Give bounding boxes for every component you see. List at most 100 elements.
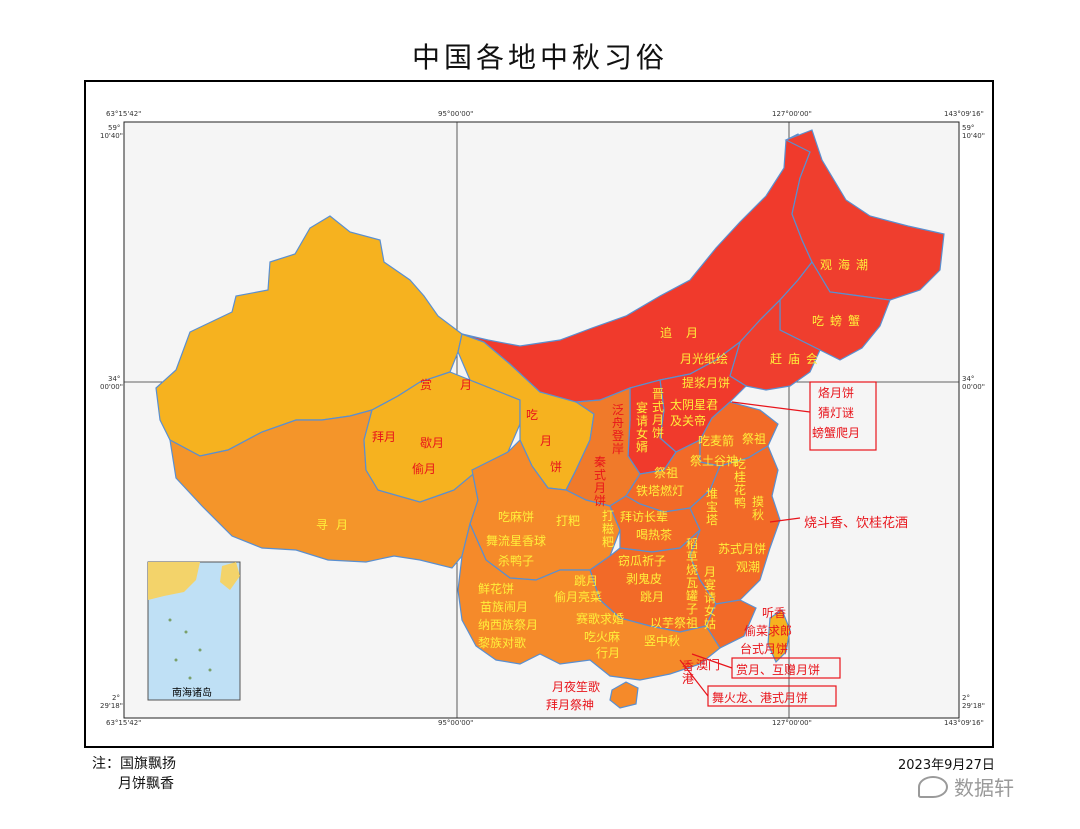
label-anhui-0: 堆	[706, 487, 719, 501]
label-hunan-a: 窃瓜祈子	[618, 554, 667, 568]
label-hongkong-0: 香	[682, 659, 695, 673]
label-jiangxi-3: 瓦	[686, 576, 699, 590]
label-shandong-a: 吃麦箭	[698, 434, 735, 448]
watermark-text: 数据轩	[954, 776, 1014, 800]
label-shaanxi: 秦 式 月 饼	[594, 456, 606, 508]
label-jiangxi-1: 草	[686, 550, 699, 564]
label-anhui-1: 宝	[706, 500, 719, 514]
label-neimenggu: 追月	[660, 326, 713, 340]
label-xinjiang: 赏月	[420, 378, 501, 392]
label-beijing-b: 提浆月饼	[682, 376, 731, 390]
label-heilongjiang: 观海潮	[820, 258, 875, 272]
label-jiangxi-b: 以芋祭祖	[650, 616, 699, 630]
label-jiangxi-0: 稻	[686, 537, 699, 551]
label-sichuan-c: 舞流星香球	[486, 534, 547, 548]
label-jiangsu-1: 桂	[734, 470, 747, 484]
label-hongkong-1: 港	[682, 672, 695, 686]
label-zhejiang-b: 观潮	[736, 560, 761, 574]
label-shanxi-b-3: 婿	[636, 440, 649, 454]
label-jiangxi: 稻 草 烧 瓦 罐 子	[686, 538, 698, 616]
label-guangxi-b: 吃火麻	[584, 630, 621, 644]
label-jiangsu-b-1: 秋	[752, 508, 765, 522]
callout-tianjin-0: 烙月饼	[818, 386, 855, 400]
label-sichuan-b: 打粑	[556, 514, 581, 528]
date-label: 2023年9月27日	[898, 758, 995, 773]
label-hainan-a: 月夜笙歌	[552, 680, 601, 694]
label-ningxia-1: 舟	[612, 416, 625, 430]
label-jiangsu-3: 鸭	[734, 496, 747, 510]
label-fujian: 月 宴 请 女 姑	[704, 566, 716, 631]
label-shanxi: 晋 式 月 饼	[652, 388, 664, 440]
label-fujian-4: 姑	[704, 617, 717, 631]
label-zhejiang-a: 苏式月饼	[718, 542, 767, 556]
coord-lon-127-bot: 127°00'00"	[772, 719, 812, 727]
label-fujian-1: 宴	[704, 578, 717, 592]
label-guizhou-a: 跳月	[574, 574, 599, 588]
label-jiangsu: 吃 桂 花 鸭	[734, 458, 746, 510]
region-taiwan	[767, 609, 791, 664]
coord-lat-mid-left-a: 34°	[108, 375, 121, 383]
label-liaoning: 赶庙会	[770, 352, 825, 366]
label-chongqing-1: 糍	[602, 522, 615, 536]
label-fujian-0: 月	[704, 565, 717, 579]
coord-lat-bot-left-b: 29'18"	[100, 702, 123, 710]
label-anhui-2: 塔	[706, 513, 719, 527]
label-jilin: 吃螃蟹	[812, 314, 867, 328]
label-shanxi-1: 式	[652, 400, 665, 414]
label-chongqing-2: 粑	[602, 535, 615, 549]
label-shaanxi-1: 式	[594, 468, 607, 482]
label-anhui: 堆 宝 塔	[706, 488, 718, 527]
label-ningxia-2: 登	[612, 429, 625, 443]
label-jiangsu-b: 摸 秋	[752, 496, 764, 522]
region-heilongjiang	[784, 129, 945, 301]
footnote-line-2: 月饼飘香	[118, 776, 174, 792]
label-yunnan-b: 苗族闹月	[480, 600, 529, 614]
label-chongqing: 打 糍 粑	[602, 510, 614, 549]
coord-lat-top-left-a: 59°	[108, 124, 121, 132]
label-hebei-b: 及关帝	[670, 414, 707, 428]
label-hubei-b: 喝热茶	[636, 528, 673, 542]
label-qinghai-c: 偷月	[412, 462, 437, 476]
wechat-icon	[918, 775, 948, 798]
coord-lon-right-bot: 143°09'16"	[944, 719, 984, 727]
region-qinghai	[363, 371, 521, 503]
label-hubei-a: 拜访长辈	[620, 510, 669, 524]
label-ningxia-0: 泛	[612, 403, 625, 417]
label-jiangsu-b-0: 摸	[752, 495, 765, 509]
coord-lat-mid-right-a: 34°	[962, 375, 975, 383]
label-jiangsu-0: 吃	[734, 457, 747, 471]
label-guangxi-c: 行月	[596, 646, 621, 660]
label-qinghai-b: 歇月	[420, 436, 445, 450]
coord-lat-bot-right-a: 2°	[962, 694, 970, 702]
label-taiwan-a: 听香	[762, 606, 787, 620]
page-title: 中国各地中秋习俗	[411, 41, 668, 74]
label-shandong-b: 祭祖	[742, 432, 767, 446]
callout-shanghai: 烧斗香、饮桂花酒	[804, 516, 909, 531]
label-yunnan-a: 鲜花饼	[478, 582, 515, 596]
label-fujian-3: 女	[704, 604, 717, 618]
coord-lat-bot-right-b: 29'18"	[962, 702, 985, 710]
label-hunan-b: 剥鬼皮	[626, 572, 663, 586]
label-hongkong: 香 港	[682, 660, 694, 686]
coord-lon-127-top: 127°00'00"	[772, 110, 812, 118]
label-gansu-0: 吃	[526, 408, 539, 422]
label-shanxi-2: 月	[652, 413, 665, 427]
coord-lat-mid-left-b: 00'00"	[100, 383, 123, 391]
label-chongqing-0: 打	[602, 509, 615, 523]
callout-hongkong: 舞火龙、港式月饼	[712, 691, 809, 705]
label-hunan-c: 跳月	[640, 590, 665, 604]
coord-lon-95-top: 95°00'00"	[438, 110, 474, 118]
label-yunnan-c: 纳西族祭月	[478, 618, 539, 632]
footnote-line-1: 注：国旗飘扬	[92, 756, 176, 772]
label-shaanxi-0: 秦	[594, 455, 607, 469]
label-guangxi-a: 赛歌求婚	[576, 612, 625, 626]
label-guizhou-b: 偷月亮菜	[554, 590, 603, 604]
label-ningxia-3: 岸	[612, 442, 625, 456]
label-fujian-2: 请	[704, 591, 717, 605]
label-hebei-a: 太阴星君	[670, 398, 719, 412]
coord-lat-top-right-b: 10'40"	[962, 132, 985, 140]
coord-lon-95-bot: 95°00'00"	[438, 719, 474, 727]
coord-lat-top-left-b: 10'40"	[100, 132, 123, 140]
